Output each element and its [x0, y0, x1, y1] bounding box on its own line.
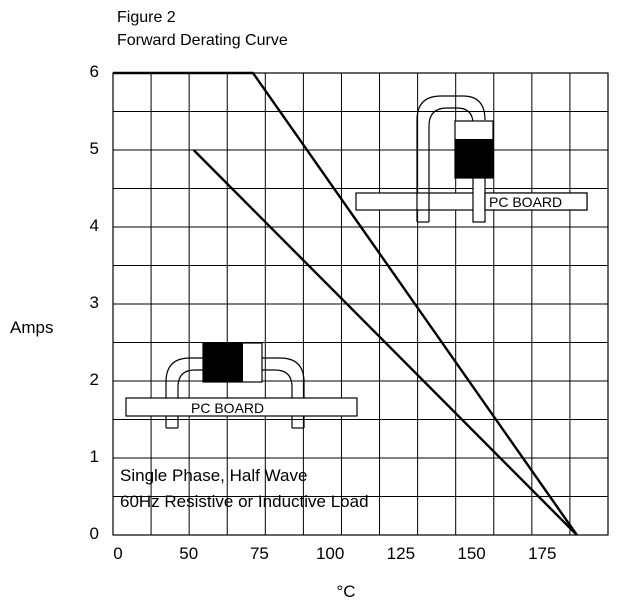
x-axis-label: °C [336, 582, 355, 601]
chart-title: Forward Derating Curve [117, 32, 288, 49]
diode-lead-bent [416, 95, 486, 222]
pc-board-label-vertical: PC BOARD [489, 194, 562, 210]
diode-band-horizontal [203, 343, 243, 382]
diode-lead-bent-inner [428, 107, 474, 222]
horizontal-mount-diode-illustration: PC BOARD [125, 342, 358, 429]
derating-series [113, 71, 578, 536]
figure-label: Figure 2 [117, 9, 176, 26]
x-tick-label: 100 [316, 544, 344, 563]
pc-board-label-horizontal: PC BOARD [191, 400, 264, 416]
x-tick-label: 150 [457, 544, 485, 563]
pc-board-vertical-mount-front [484, 192, 588, 211]
y-tick-labels: 0 1 2 3 4 5 6 [90, 62, 99, 543]
x-tick-labels: 0 50 75 100 125 150 175 [113, 544, 556, 563]
y-tick-label: 5 [90, 139, 99, 158]
diode-right-lead [261, 357, 305, 428]
y-tick-label: 4 [90, 216, 99, 235]
plot-frame [112, 72, 609, 536]
y-tick-label: 1 [90, 447, 99, 466]
diode-band-vertical [455, 139, 493, 178]
x-tick-label: 50 [179, 544, 198, 563]
load-note-line-1: Single Phase, Half Wave [120, 466, 307, 485]
x-tick-label: 75 [250, 544, 269, 563]
derating-line-1 [113, 71, 578, 536]
x-tick-label: 175 [528, 544, 556, 563]
diode-left-lead [165, 357, 205, 428]
grid-lines [113, 73, 608, 535]
load-note-line-2: 60Hz Resistive or Inductive Load [120, 492, 369, 511]
derating-line-2 [192, 149, 578, 536]
pc-board-horizontal-mount [125, 397, 358, 417]
x-tick-label: 125 [387, 544, 415, 563]
vertical-mount-diode-illustration: PC BOARD [355, 95, 588, 223]
y-tick-label: 6 [90, 62, 99, 81]
diode-straight-lead [472, 177, 486, 223]
y-tick-label: 3 [90, 293, 99, 312]
x-tick-label: 0 [113, 544, 122, 563]
y-axis-label: Amps [10, 318, 53, 337]
y-tick-label: 0 [90, 524, 99, 543]
y-tick-label: 2 [90, 370, 99, 389]
